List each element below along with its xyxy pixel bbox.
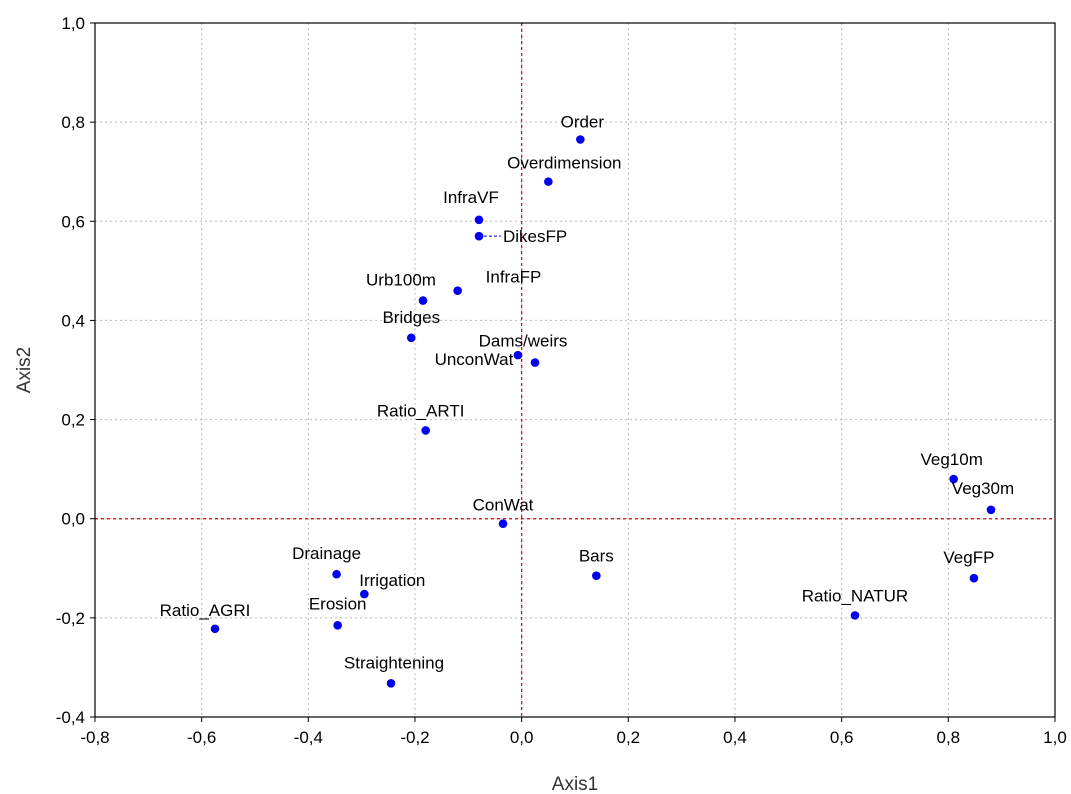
data-label: Bridges [382, 308, 440, 327]
data-label: Irrigation [359, 571, 425, 590]
data-label: Urb100m [366, 271, 436, 290]
data-label: Order [561, 112, 605, 131]
y-tick-label: 0,2 [61, 411, 85, 430]
y-tick-label: 0,8 [61, 113, 85, 132]
x-tick-label: 0,0 [510, 728, 534, 747]
x-tick-label: -0,4 [294, 728, 323, 747]
data-point [386, 678, 396, 688]
x-tick-label: 0,2 [617, 728, 641, 747]
data-point [453, 286, 462, 295]
data-label: Veg10m [920, 450, 982, 469]
data-point [850, 611, 860, 620]
data-label: Straightening [344, 653, 444, 672]
data-point [210, 624, 220, 634]
data-point [513, 350, 523, 360]
data-label: Bars [579, 547, 614, 566]
y-axis-title: Axis2 [14, 347, 35, 393]
data-label: Overdimension [507, 154, 621, 173]
data-label: UnconWat [435, 350, 514, 369]
zero-reference-lines [95, 23, 1055, 717]
data-point [421, 426, 430, 435]
data-point [333, 620, 342, 630]
data-label: ConWat [473, 496, 534, 515]
y-tick-label: 0,0 [61, 510, 85, 529]
y-tick-label: -0,4 [56, 708, 85, 727]
data-point [592, 571, 601, 581]
x-tick-label: -0,6 [187, 728, 216, 747]
y-tick-label: 0,4 [61, 311, 85, 330]
data-label: Ratio_ARTI [377, 401, 465, 420]
data-point [576, 135, 585, 144]
data-point [544, 177, 553, 186]
axis-ticks: -0,8 -0,6 -0,4 -0,2 0,0 0,2 0,4 0,6 0,8 1,0 -0,4 -0… [56, 14, 1067, 747]
data-point [530, 358, 540, 367]
data-label: VegFP [943, 548, 994, 567]
data-point [360, 589, 369, 599]
data-label: Veg30m [952, 479, 1014, 498]
x-tick-label: 0,4 [723, 728, 747, 747]
x-tick-label: 0,8 [937, 728, 961, 747]
data-labels: Order Overdimension InfraVF DikesFP InfraFP U… [160, 112, 1015, 672]
data-point [474, 231, 484, 241]
y-tick-label: 0,6 [61, 212, 85, 231]
data-point [406, 333, 416, 343]
plot-frame [94, 22, 1056, 718]
x-tick-label: -0,8 [80, 728, 109, 747]
data-label: Erosion [309, 594, 367, 613]
x-tick-label: 0,6 [830, 728, 854, 747]
data-point [418, 296, 428, 305]
data-label: Ratio_NATUR [802, 586, 908, 605]
data-point [498, 519, 508, 528]
data-point [332, 569, 341, 579]
y-tick-label: -0,2 [56, 609, 85, 628]
x-tick-label: -0,2 [400, 728, 429, 747]
y-tick-label: 1,0 [61, 14, 85, 33]
data-label: Ratio_AGRI [160, 601, 251, 620]
x-tick-label: 1,0 [1043, 728, 1067, 747]
data-label: InfraVF [443, 188, 499, 207]
data-point [474, 215, 484, 225]
data-point [986, 505, 996, 515]
data-point [969, 573, 979, 583]
data-label: DikesFP [503, 227, 567, 246]
data-label: Dams/weirs [479, 332, 568, 351]
x-axis-title: Axis1 [552, 774, 598, 794]
data-point [949, 474, 958, 484]
data-points [210, 135, 996, 688]
data-label: Drainage [292, 544, 361, 563]
data-label: InfraFP [486, 268, 542, 287]
